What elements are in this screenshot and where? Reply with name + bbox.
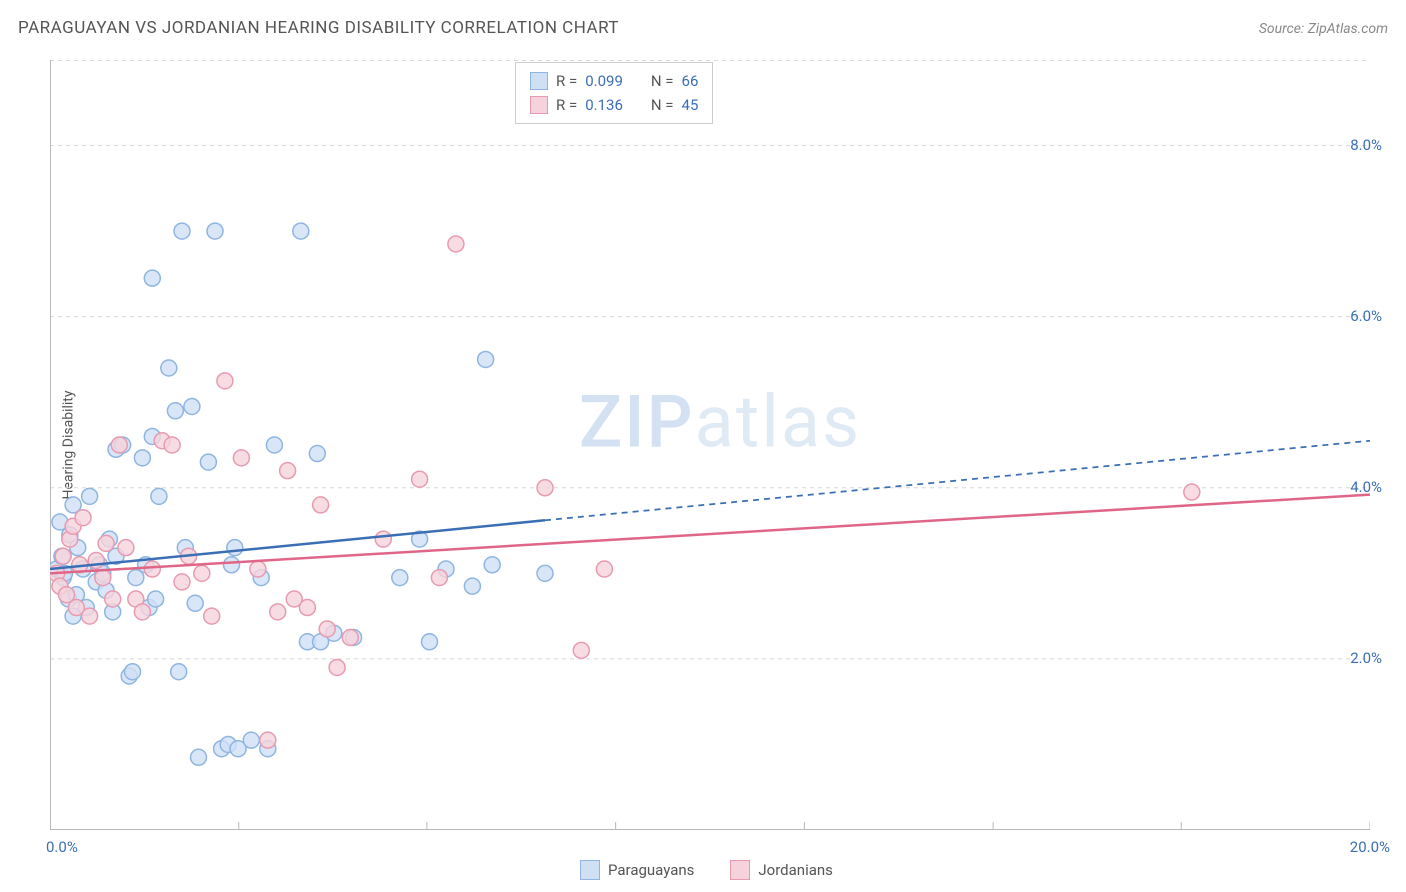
- y-tick-label: 8.0%: [1350, 136, 1382, 154]
- stats-r-value: 0.136: [585, 93, 623, 117]
- stats-swatch: [530, 96, 548, 114]
- legend-swatch: [730, 860, 750, 880]
- legend-swatch: [580, 860, 600, 880]
- source-label: Source: ZipAtlas.com: [1259, 21, 1388, 37]
- legend-label: Paraguayans: [608, 861, 694, 879]
- y-tick-label: 6.0%: [1350, 307, 1382, 325]
- y-tick-label: 2.0%: [1350, 649, 1382, 667]
- legend-label: Jordanians: [758, 861, 833, 879]
- stats-legend-box: R = 0.099 N = 66 R = 0.136 N = 45: [515, 62, 713, 124]
- stats-row: R = 0.099 N = 66: [530, 69, 698, 93]
- stats-n-label: N =: [651, 69, 674, 93]
- stats-row: R = 0.136 N = 45: [530, 93, 698, 117]
- bottom-legend: Paraguayans Jordanians: [580, 860, 833, 880]
- stats-r-label: R =: [556, 93, 577, 117]
- y-tick-label: 4.0%: [1350, 478, 1382, 496]
- scatter-plot-svg: [50, 60, 1370, 830]
- chart-area: Hearing Disability ZIPatlas R =0.099N =6…: [50, 60, 1390, 830]
- x-tick-start: 0.0%: [46, 838, 78, 856]
- stats-r-value: 0.099: [585, 69, 623, 93]
- x-tick-end: 20.0%: [1350, 838, 1390, 856]
- stats-swatch: [530, 72, 548, 90]
- legend-item: Paraguayans: [580, 860, 694, 880]
- legend-item: Jordanians: [730, 860, 833, 880]
- stats-n-value: 45: [682, 93, 699, 117]
- stats-r-label: R =: [556, 69, 577, 93]
- stats-n-value: 66: [682, 69, 699, 93]
- stats-n-label: N =: [651, 93, 674, 117]
- chart-title: PARAGUAYAN VS JORDANIAN HEARING DISABILI…: [18, 18, 619, 38]
